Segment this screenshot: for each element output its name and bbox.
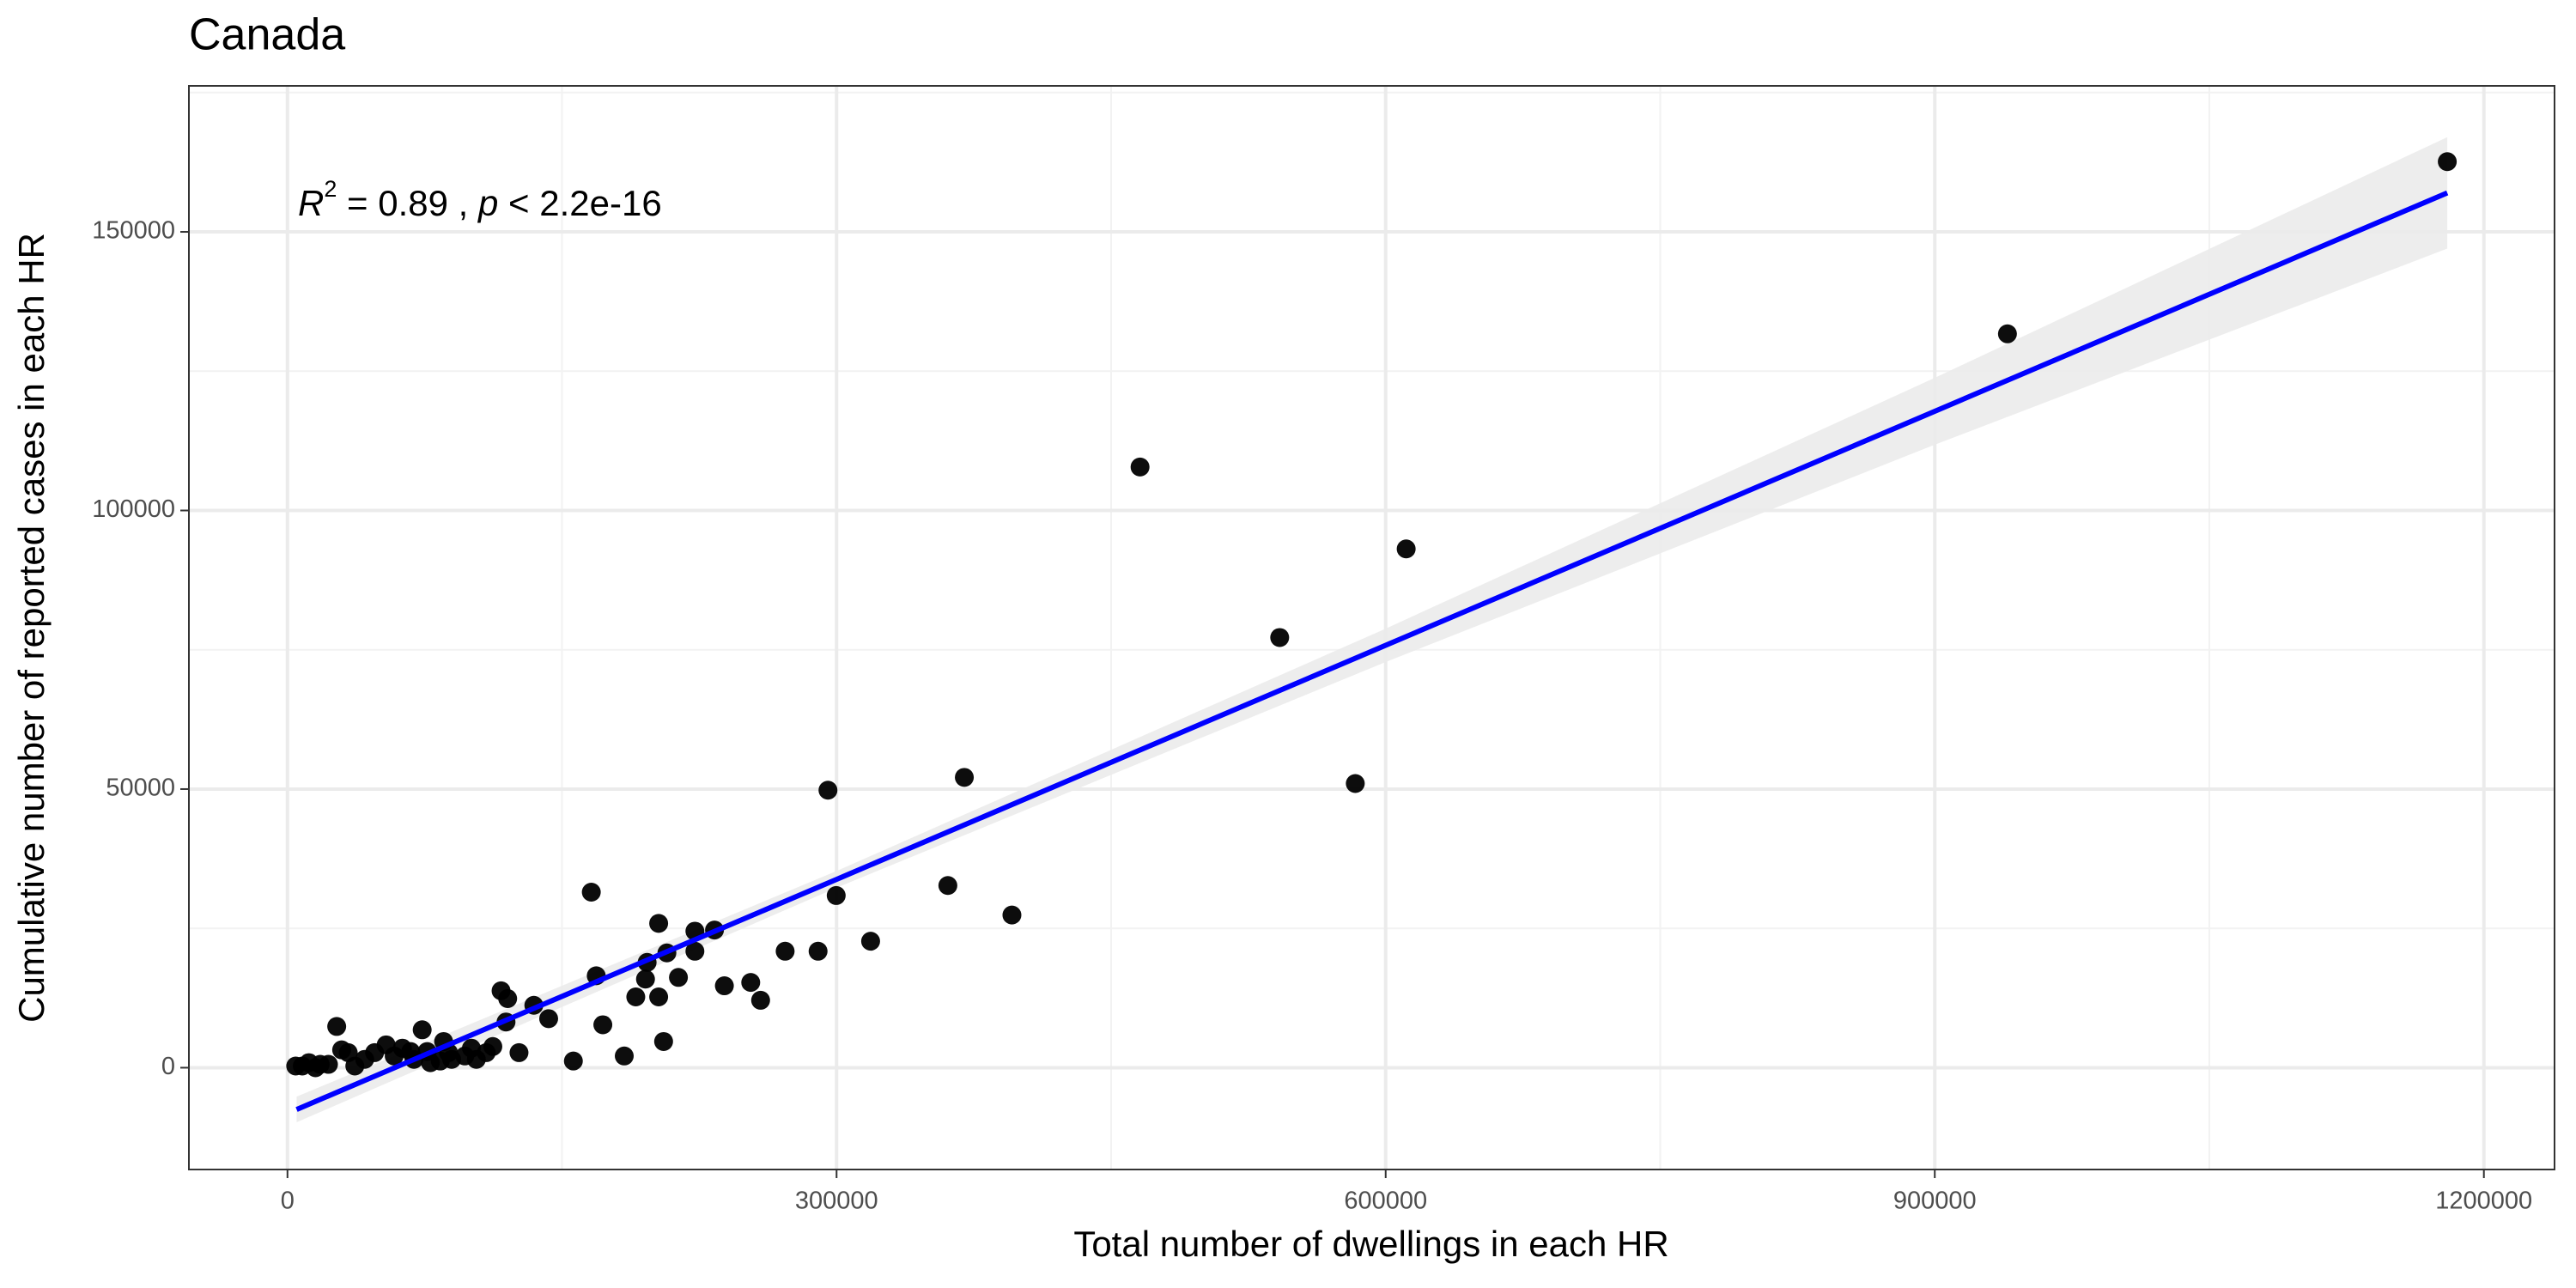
data-point	[775, 941, 795, 961]
annotation-part: 2	[324, 176, 337, 202]
data-point	[615, 1046, 635, 1066]
data-point	[938, 876, 957, 896]
x-tick-label: 1200000	[2435, 1188, 2532, 1215]
data-point	[563, 1051, 583, 1071]
x-tick-label: 0	[281, 1188, 295, 1215]
data-point	[626, 987, 646, 1007]
chart-title: Canada	[189, 10, 345, 60]
data-point	[331, 1040, 351, 1060]
data-point	[669, 968, 689, 987]
data-point	[581, 883, 601, 902]
y-tick-label: 100000	[92, 495, 175, 523]
y-axis-title: Cumulative number of reported cases in e…	[11, 233, 52, 1023]
data-point	[441, 1049, 461, 1069]
annotation: R2 = 0.89 , p < 2.2e-16	[298, 176, 662, 223]
data-point	[808, 941, 828, 961]
data-point	[509, 1042, 529, 1062]
data-point	[593, 1015, 613, 1035]
y-tick-label: 0	[161, 1053, 175, 1080]
data-point	[1002, 905, 1022, 925]
data-point	[1270, 628, 1290, 647]
confidence-band	[296, 137, 2448, 1123]
data-point	[649, 914, 669, 933]
annotation-part: R	[298, 183, 324, 223]
panel-border	[188, 85, 2555, 1170]
data-point	[653, 1031, 673, 1051]
data-point	[955, 768, 975, 787]
y-tick-label: 50000	[106, 775, 175, 802]
data-point	[1346, 774, 1365, 793]
data-point	[1997, 324, 2017, 343]
data-point	[327, 1017, 347, 1036]
data-point	[498, 988, 518, 1008]
data-point	[538, 1009, 558, 1029]
x-tick-label: 300000	[795, 1188, 878, 1215]
data-point	[2438, 152, 2458, 172]
data-point	[818, 781, 838, 800]
annotation-part: = 0.89 ,	[337, 183, 478, 223]
data-point	[685, 941, 705, 961]
data-point	[826, 885, 846, 905]
data-point	[1130, 457, 1150, 477]
y-tick-label: 150000	[92, 217, 175, 245]
regression-line	[295, 190, 2449, 1112]
data-point	[860, 932, 880, 951]
x-tick-label: 900000	[1893, 1188, 1977, 1215]
data-point	[412, 1020, 432, 1040]
data-point	[741, 973, 761, 993]
data-point	[306, 1058, 325, 1078]
annotation-part: < 2.2e-16	[498, 183, 661, 223]
data-point	[649, 987, 669, 1007]
data-point	[750, 990, 770, 1010]
annotation-part: p	[477, 183, 498, 223]
x-axis-title: Total number of dwellings in each HR	[1073, 1224, 1668, 1264]
data-point	[635, 969, 655, 989]
data-point	[1396, 539, 1416, 559]
data-point	[714, 976, 734, 996]
x-tick-label: 600000	[1344, 1188, 1427, 1215]
